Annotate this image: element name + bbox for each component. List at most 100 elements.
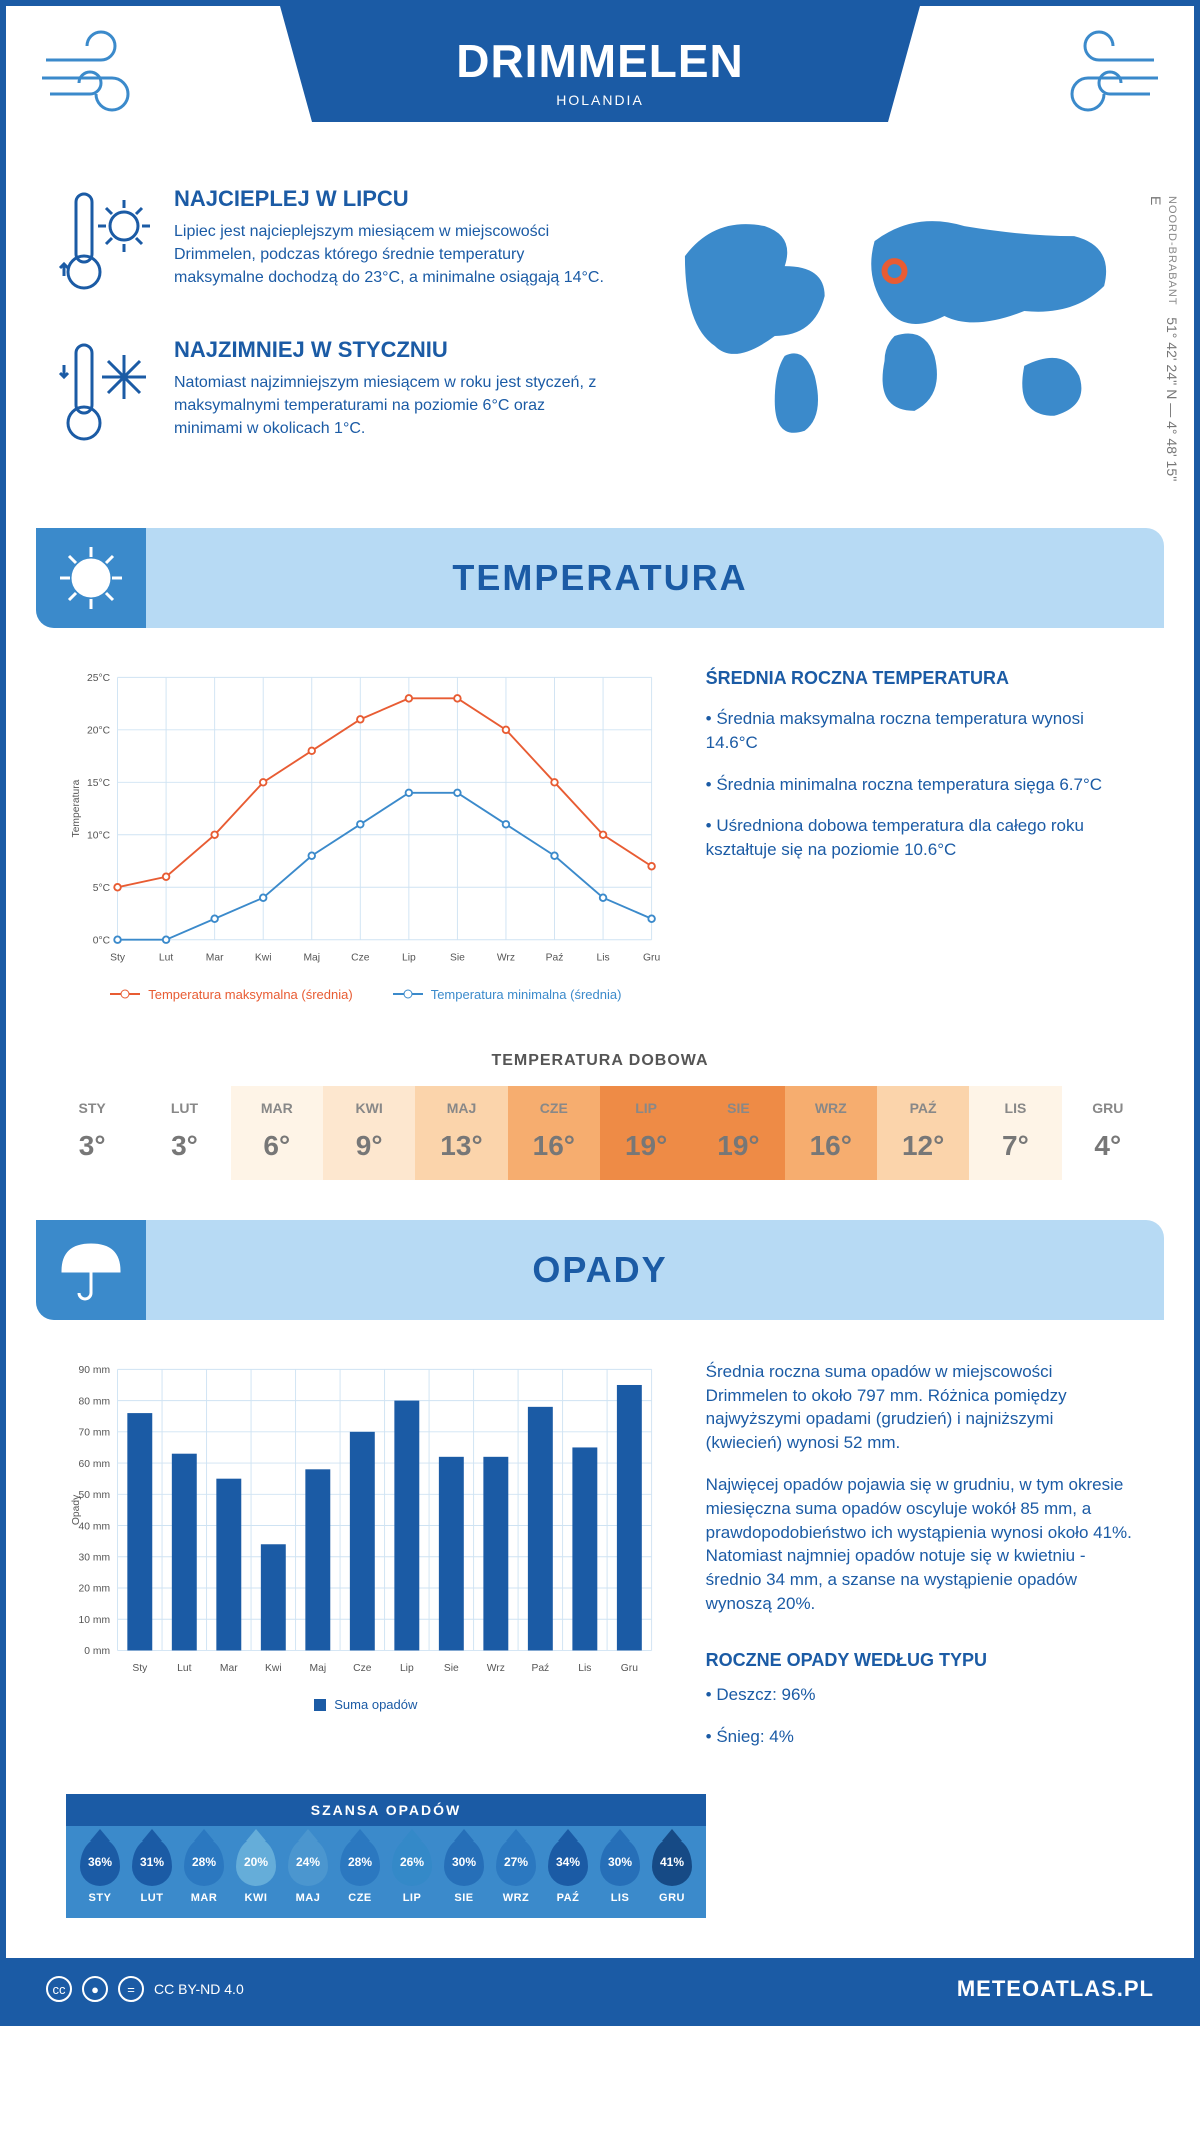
- sun-icon: [36, 528, 146, 628]
- svg-text:Lip: Lip: [402, 952, 416, 963]
- chance-cell: .chance-cell:nth-child(8) .drop::before{…: [438, 1838, 490, 1904]
- chance-cell: .chance-cell:nth-child(12) .drop::before…: [646, 1838, 698, 1904]
- raindrop-icon: .chance-cell:nth-child(2) .drop::before{…: [132, 1838, 172, 1886]
- daily-cell: LIP19°: [600, 1086, 692, 1180]
- cc-icon: cc: [46, 1976, 72, 2002]
- svg-text:25°C: 25°C: [87, 673, 111, 684]
- precip-type-bullet: • Śnieg: 4%: [706, 1725, 1134, 1749]
- svg-text:20 mm: 20 mm: [79, 1584, 110, 1595]
- raindrop-icon: .chance-cell:nth-child(5) .drop::before{…: [288, 1838, 328, 1886]
- svg-text:Cze: Cze: [351, 952, 370, 963]
- site-name: METEOATLAS.PL: [957, 1976, 1154, 2002]
- wind-icon: [36, 30, 146, 136]
- svg-text:Gru: Gru: [643, 952, 660, 963]
- svg-text:70 mm: 70 mm: [79, 1427, 110, 1438]
- daily-title: TEMPERATURA DOBOWA: [6, 1052, 1194, 1070]
- umbrella-icon: [36, 1220, 146, 1320]
- raindrop-icon: .chance-cell:nth-child(3) .drop::before{…: [184, 1838, 224, 1886]
- svg-text:50 mm: 50 mm: [79, 1490, 110, 1501]
- chance-cell: .chance-cell:nth-child(4) .drop::before{…: [230, 1838, 282, 1904]
- nd-icon: =: [118, 1976, 144, 2002]
- raindrop-icon: .chance-cell:nth-child(9) .drop::before{…: [496, 1838, 536, 1886]
- svg-text:Paź: Paź: [546, 952, 564, 963]
- chance-cell: .chance-cell:nth-child(1) .drop::before{…: [74, 1838, 126, 1904]
- chance-cell: .chance-cell:nth-child(9) .drop::before{…: [490, 1838, 542, 1904]
- svg-text:80 mm: 80 mm: [79, 1396, 110, 1407]
- svg-text:Lut: Lut: [177, 1663, 191, 1674]
- raindrop-icon: .chance-cell:nth-child(11) .drop::before…: [600, 1838, 640, 1886]
- section-temperature: TEMPERATURA: [36, 528, 1164, 628]
- raindrop-icon: .chance-cell:nth-child(8) .drop::before{…: [444, 1838, 484, 1886]
- svg-text:Temperatura: Temperatura: [71, 779, 82, 837]
- chart-legend: Temperatura maksymalna (średnia) Tempera…: [66, 987, 666, 1002]
- svg-text:15°C: 15°C: [87, 778, 111, 789]
- legend-item: Temperatura minimalna (średnia): [393, 987, 622, 1002]
- daily-cell: MAJ13°: [415, 1086, 507, 1180]
- raindrop-icon: .chance-cell:nth-child(4) .drop::before{…: [236, 1838, 276, 1886]
- fact-coldest: NAJZIMNIEJ W STYCZNIU Natomiast najzimni…: [56, 337, 605, 458]
- precip-type-bullet: • Deszcz: 96%: [706, 1683, 1134, 1707]
- raindrop-icon: .chance-cell:nth-child(7) .drop::before{…: [392, 1838, 432, 1886]
- fact-title: NAJCIEPLEJ W LIPCU: [174, 186, 605, 212]
- svg-text:0°C: 0°C: [93, 935, 111, 946]
- daily-temperature-grid: STY3°LUT3°MAR6°KWI9°MAJ13°CZE16°LIP19°SI…: [46, 1086, 1154, 1180]
- daily-cell: KWI9°: [323, 1086, 415, 1180]
- svg-text:Paź: Paź: [531, 1663, 549, 1674]
- chance-cell: .chance-cell:nth-child(11) .drop::before…: [594, 1838, 646, 1904]
- chance-cell: .chance-cell:nth-child(3) .drop::before{…: [178, 1838, 230, 1904]
- svg-text:Wrz: Wrz: [487, 1663, 505, 1674]
- fact-title: NAJZIMNIEJ W STYCZNIU: [174, 337, 605, 363]
- svg-text:60 mm: 60 mm: [79, 1459, 110, 1470]
- fact-body: Natomiast najzimniejszym miesiącem w rok…: [174, 371, 605, 441]
- svg-text:Cze: Cze: [353, 1663, 372, 1674]
- svg-text:Opady: Opady: [71, 1494, 82, 1525]
- coordinates: NOORD-BRABANT 51° 42' 24'' N — 4° 48' 15…: [1148, 196, 1180, 488]
- svg-text:5°C: 5°C: [93, 883, 111, 894]
- fact-hottest: NAJCIEPLEJ W LIPCU Lipiec jest najcieple…: [56, 186, 605, 307]
- annual-bullet: • Średnia maksymalna roczna temperatura …: [706, 707, 1134, 755]
- svg-text:Maj: Maj: [310, 1663, 327, 1674]
- page-subtitle: HOLANDIA: [280, 92, 920, 108]
- license-text: CC BY-ND 4.0: [154, 1981, 244, 1997]
- raindrop-icon: .chance-cell:nth-child(10) .drop::before…: [548, 1838, 588, 1886]
- world-map: [645, 186, 1144, 446]
- annual-title: ŚREDNIA ROCZNA TEMPERATURA: [706, 668, 1134, 689]
- svg-text:Mar: Mar: [206, 952, 224, 963]
- chance-title: SZANSA OPADÓW: [66, 1794, 706, 1826]
- svg-text:Lip: Lip: [400, 1663, 414, 1674]
- footer: cc ● = CC BY-ND 4.0 METEOATLAS.PL: [6, 1958, 1194, 2020]
- svg-text:10 mm: 10 mm: [79, 1615, 110, 1626]
- chance-cell: .chance-cell:nth-child(2) .drop::before{…: [126, 1838, 178, 1904]
- chance-cell: .chance-cell:nth-child(10) .drop::before…: [542, 1838, 594, 1904]
- svg-text:Lis: Lis: [578, 1663, 591, 1674]
- temperature-line-chart: 0°C5°C10°C15°C20°C25°CStyLutMarKwiMajCze…: [66, 668, 666, 968]
- section-title: TEMPERATURA: [452, 557, 747, 599]
- daily-cell: LUT3°: [138, 1086, 230, 1180]
- legend-item: Suma opadów: [314, 1697, 417, 1712]
- svg-text:Kwi: Kwi: [255, 952, 272, 963]
- svg-text:Sty: Sty: [132, 1663, 148, 1674]
- svg-text:Sie: Sie: [444, 1663, 459, 1674]
- daily-cell: CZE16°: [508, 1086, 600, 1180]
- svg-text:Sie: Sie: [450, 952, 465, 963]
- daily-cell: SIE19°: [692, 1086, 784, 1180]
- section-title: OPADY: [532, 1249, 667, 1291]
- svg-text:90 mm: 90 mm: [79, 1365, 110, 1376]
- wind-icon: [1054, 30, 1164, 136]
- annual-bullet: • Uśredniona dobowa temperatura dla całe…: [706, 814, 1134, 862]
- title-banner: DRIMMELEN HOLANDIA: [280, 6, 920, 122]
- svg-text:Sty: Sty: [110, 952, 126, 963]
- chart-legend: Suma opadów: [66, 1697, 666, 1712]
- by-icon: ●: [82, 1976, 108, 2002]
- page-title: DRIMMELEN: [280, 34, 920, 88]
- raindrop-icon: .chance-cell:nth-child(1) .drop::before{…: [80, 1838, 120, 1886]
- daily-cell: WRZ16°: [785, 1086, 877, 1180]
- svg-text:0 mm: 0 mm: [84, 1646, 110, 1657]
- svg-text:Mar: Mar: [220, 1663, 238, 1674]
- daily-cell: GRU4°: [1062, 1086, 1154, 1180]
- raindrop-icon: .chance-cell:nth-child(12) .drop::before…: [652, 1838, 692, 1886]
- header: DRIMMELEN HOLANDIA: [6, 6, 1194, 176]
- precip-text: Średnia roczna suma opadów w miejscowośc…: [706, 1360, 1134, 1455]
- svg-text:Wrz: Wrz: [497, 952, 515, 963]
- svg-text:Lis: Lis: [596, 952, 609, 963]
